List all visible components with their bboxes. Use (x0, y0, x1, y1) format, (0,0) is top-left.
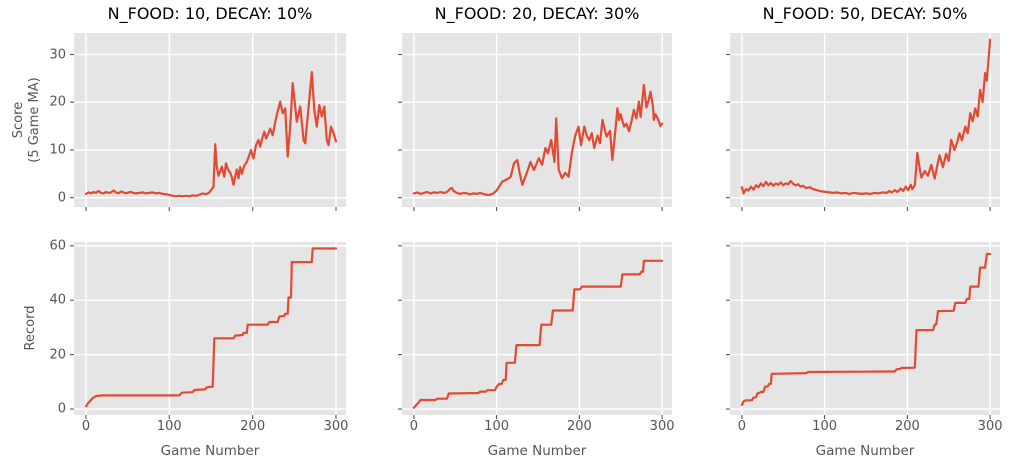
tick-label: 40 (49, 292, 66, 308)
tick-label: 100 (812, 419, 838, 434)
tick-label: 20 (49, 94, 66, 110)
tick-label: 300 (323, 419, 349, 434)
subplot-title-nfood20: N_FOOD: 20, DECAY: 30% (434, 4, 640, 23)
plot-record-nfood10 (70, 242, 346, 419)
tick-label: 300 (649, 419, 675, 434)
axes-background (402, 242, 672, 415)
record-y-tick-labels: 0 20 40 60 (34, 238, 66, 417)
y-axis-label-score-line1: Score (11, 101, 26, 139)
axes-background (74, 242, 346, 415)
data-line (740, 252, 992, 406)
tick-label: 100 (484, 419, 510, 434)
tick-label: 0 (57, 401, 66, 417)
axes-background (730, 242, 1000, 415)
plot-score-nfood20 (398, 33, 672, 211)
record-1-svg (398, 242, 672, 419)
score-1-svg (398, 33, 672, 211)
tick-label: 200 (240, 419, 266, 434)
x-axis-label-col0: Game Number (160, 443, 260, 459)
tick-label: 10 (49, 142, 66, 158)
data-line (84, 70, 338, 198)
tick-label: 60 (49, 238, 66, 254)
score-2-svg (726, 33, 1000, 211)
tick-label: 100 (156, 419, 182, 434)
data-line (84, 247, 338, 408)
data-line (740, 38, 992, 195)
x-tick-labels-col1: 0 100 200 300 (402, 419, 675, 435)
subplot-title-nfood10: N_FOOD: 10, DECAY: 10% (107, 4, 313, 23)
plot-record-nfood50 (726, 242, 1000, 419)
record-2-svg (726, 242, 1000, 419)
data-line (412, 259, 664, 409)
plot-score-nfood50 (726, 33, 1000, 211)
plot-score-nfood10 (70, 33, 346, 211)
plot-record-nfood20 (398, 242, 672, 419)
data-line (412, 83, 664, 196)
tick-label: 0 (57, 190, 66, 206)
tick-label: 200 (894, 419, 920, 434)
tick-label: 20 (49, 347, 66, 363)
tick-label: 0 (409, 419, 419, 434)
x-tick-labels-col2: 0 100 200 300 (730, 419, 1003, 435)
axes-background (730, 33, 1000, 207)
tick-label: 300 (977, 419, 1003, 434)
x-tick-labels-col0: 0 100 200 300 (74, 419, 349, 435)
tick-label: 30 (49, 47, 66, 62)
tick-label: 0 (737, 419, 747, 434)
tick-label: 0 (81, 419, 91, 434)
score-y-tick-labels: 0 10 20 30 (34, 33, 66, 207)
axes-background (402, 33, 672, 207)
tick-label: 200 (566, 419, 592, 434)
x-axis-label-col1: Game Number (487, 443, 587, 459)
subplot-title-nfood50: N_FOOD: 50, DECAY: 50% (762, 4, 968, 23)
score-0-svg (70, 33, 346, 211)
x-axis-label-col2: Game Number (815, 443, 915, 459)
record-0-svg (70, 242, 346, 419)
axes-background (74, 33, 346, 207)
